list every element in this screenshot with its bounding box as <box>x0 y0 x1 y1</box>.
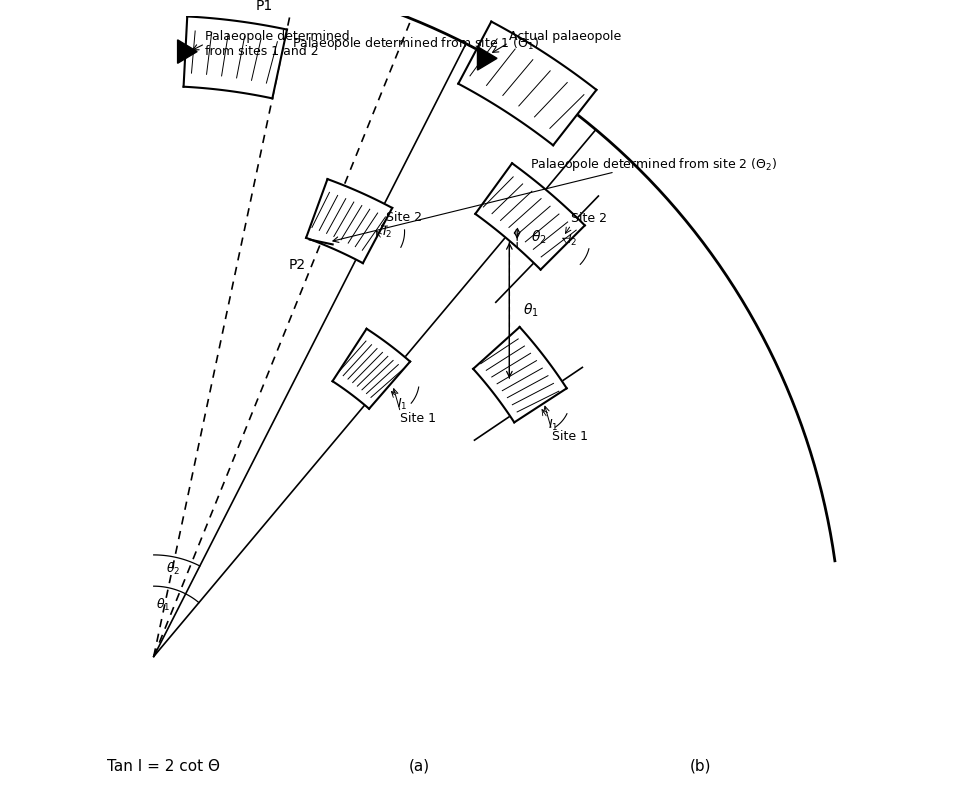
Polygon shape <box>183 17 287 98</box>
Text: Palaeopole determined from site 1 ($\Theta_1$): Palaeopole determined from site 1 ($\The… <box>292 35 539 52</box>
Polygon shape <box>477 46 497 70</box>
Text: $I_1$: $I_1$ <box>548 418 558 434</box>
Text: P2: P2 <box>288 258 306 272</box>
Polygon shape <box>473 327 567 422</box>
Polygon shape <box>475 163 585 270</box>
Text: Site 1: Site 1 <box>551 430 588 443</box>
Text: Site 1: Site 1 <box>400 412 437 426</box>
Text: $\theta_1$: $\theta_1$ <box>523 302 539 319</box>
Text: P1: P1 <box>256 0 273 14</box>
Text: Tan I = 2 cot Θ: Tan I = 2 cot Θ <box>107 758 220 774</box>
Text: $\theta_2$: $\theta_2$ <box>531 228 547 246</box>
Text: Palaeopole determined from site 2 ($\Theta_2$): Palaeopole determined from site 2 ($\The… <box>530 156 778 174</box>
Text: (b): (b) <box>690 758 711 774</box>
Text: $I_1$: $I_1$ <box>396 397 407 412</box>
Text: $\theta_2$: $\theta_2$ <box>166 561 180 577</box>
Polygon shape <box>177 40 197 63</box>
Text: Site 2: Site 2 <box>386 211 422 224</box>
Text: $I_2$: $I_2$ <box>382 225 392 239</box>
Text: $\theta_1$: $\theta_1$ <box>156 597 171 613</box>
Text: $I_2$: $I_2$ <box>567 233 577 248</box>
Text: Palaeopole determined
from sites 1 and 2: Palaeopole determined from sites 1 and 2 <box>205 30 350 58</box>
Polygon shape <box>458 22 597 146</box>
Polygon shape <box>333 329 410 409</box>
Text: (a): (a) <box>409 758 430 774</box>
Text: Actual palaeopole: Actual palaeopole <box>509 30 621 42</box>
Polygon shape <box>307 179 392 263</box>
Text: Site 2: Site 2 <box>571 212 607 225</box>
